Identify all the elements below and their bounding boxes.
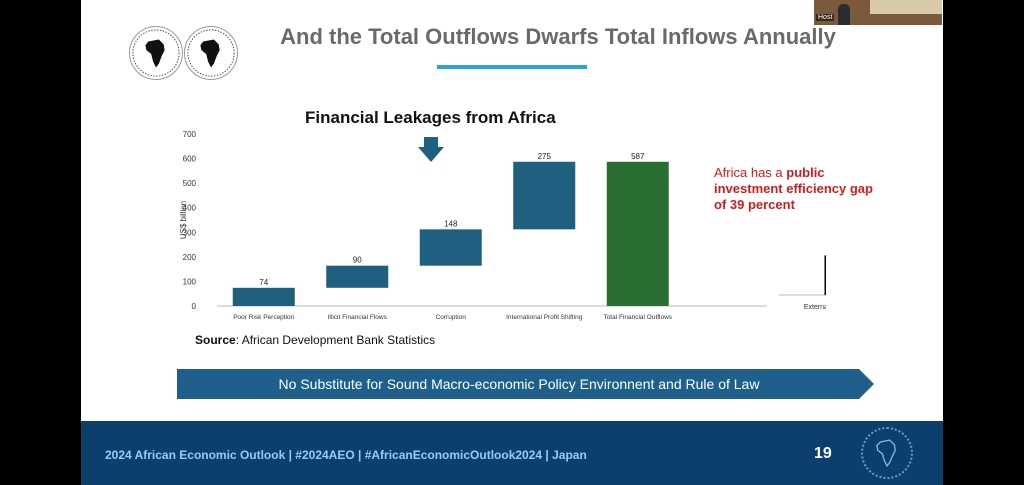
- x-category-label: International Profit Shifting: [506, 314, 583, 321]
- source-label: Source: [195, 333, 236, 347]
- y-tick-label: 0: [192, 302, 197, 311]
- chart-title: Financial Leakages from Africa: [305, 108, 556, 127]
- banner-text: No Substitute for Sound Macro-economic P…: [278, 376, 760, 392]
- source-note: Source: African Development Bank Statist…: [195, 333, 435, 347]
- y-tick-label: 200: [183, 253, 197, 262]
- presenter-figure: [838, 4, 850, 25]
- x-category-label: Total Financial Outflows: [603, 314, 672, 321]
- waterfall-bar: [606, 161, 669, 306]
- x-category-label: Poor Risk Perception: [233, 314, 294, 321]
- slide-footer: 2024 African Economic Outlook | #2024AEO…: [81, 421, 943, 485]
- y-tick-label: 300: [183, 228, 197, 237]
- waterfall-bar: [326, 265, 389, 288]
- down-arrow-icon: [418, 137, 444, 162]
- policy-banner: No Substitute for Sound Macro-economic P…: [177, 369, 877, 399]
- video-thumbnail[interactable]: Host: [814, 0, 942, 25]
- x-category-label: Illicit Financial Flows: [328, 314, 388, 321]
- waterfall-chart: 0 100 200 300 400 500 600 700 US$ billion 74 Poor…: [179, 130, 826, 321]
- waterfall-bar: [513, 161, 576, 230]
- annotation-highlight: public investment efficiency gap of 39 p…: [714, 165, 873, 212]
- x-category-label: External Financial Inflows: [804, 304, 826, 311]
- slide-title: And the Total Outflows Dwarfs Total Infl…: [280, 24, 836, 49]
- bar-data-label: 587: [631, 152, 645, 161]
- bar-data-label: 90: [353, 256, 362, 265]
- bar-data-label: 148: [444, 219, 458, 228]
- afdb-logo-icon: [129, 26, 183, 80]
- footer-logo-icon: [861, 427, 913, 479]
- x-category-label: Corruption: [436, 314, 467, 321]
- inflow-bar: [824, 255, 826, 295]
- waterfall-bar: [232, 287, 295, 306]
- banner-arrow-shape: [177, 369, 874, 399]
- source-text: : African Development Bank Statistics: [235, 333, 436, 347]
- title-underline: [437, 65, 587, 69]
- y-tick-label: 100: [183, 277, 197, 286]
- efficiency-gap-annotation: Africa has a public investment efficienc…: [714, 165, 884, 213]
- y-tick-label: 600: [183, 155, 197, 164]
- y-tick-label: 700: [183, 130, 197, 139]
- bar-data-label: 74: [259, 278, 268, 287]
- footer-text: 2024 African Economic Outlook | #2024AEO…: [105, 448, 587, 462]
- bar-data-label: 275: [538, 152, 552, 161]
- video-background: [870, 0, 942, 14]
- afdb-logo-icon: [184, 26, 238, 80]
- y-axis-label: US$ billion: [179, 201, 188, 239]
- annotation-prefix: Africa has a: [714, 165, 787, 180]
- waterfall-bar: [419, 229, 482, 266]
- video-label: Host: [816, 14, 835, 21]
- y-tick-label: 400: [183, 204, 197, 213]
- page-number: 19: [814, 445, 832, 462]
- y-tick-label: 500: [183, 179, 197, 188]
- presentation-slide: And the Total Outflows Dwarfs Total Infl…: [81, 0, 943, 485]
